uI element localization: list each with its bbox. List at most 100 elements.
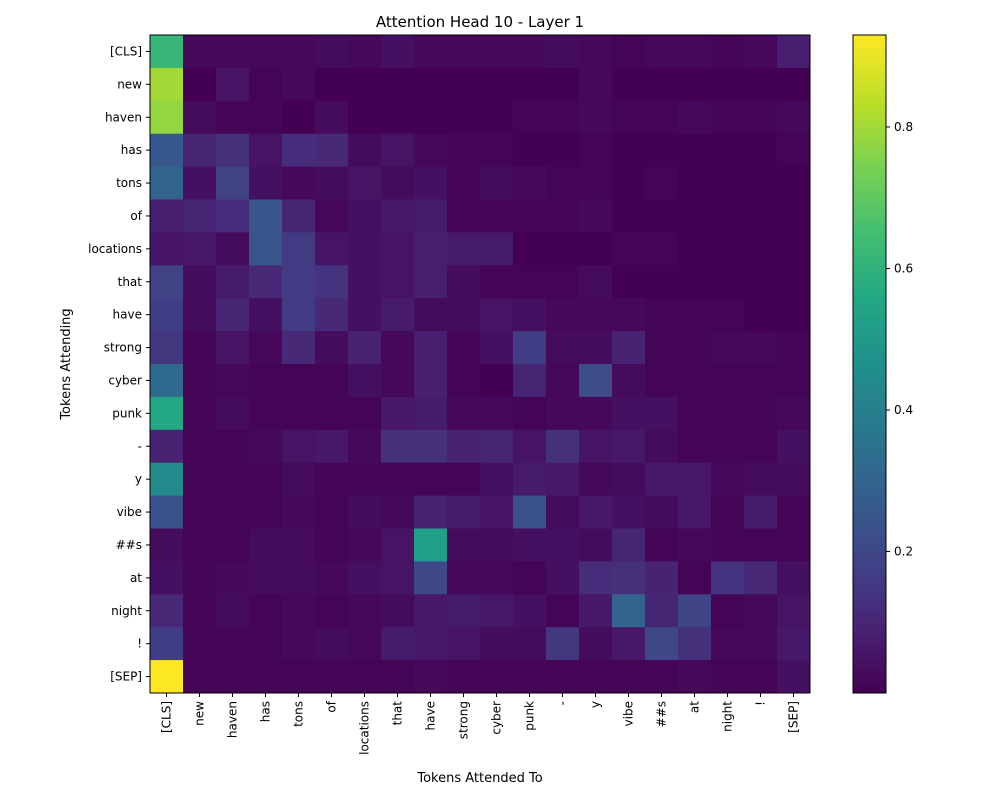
heatmap-cell <box>612 67 646 102</box>
heatmap-cell <box>249 561 283 595</box>
heatmap-cell <box>480 396 514 431</box>
heatmap-cell <box>414 298 448 332</box>
heatmap-cell <box>414 594 448 628</box>
heatmap-cell <box>513 265 547 299</box>
heatmap-cell <box>381 364 415 398</box>
heatmap-cell <box>315 364 349 398</box>
heatmap-cell <box>315 166 349 200</box>
heatmap-cell <box>183 67 217 102</box>
heatmap-cell <box>612 133 646 168</box>
heatmap-cell <box>249 67 283 102</box>
heatmap-cell <box>150 133 184 168</box>
heatmap-cell <box>744 528 778 562</box>
heatmap-cell <box>282 35 316 69</box>
heatmap-cell <box>711 331 745 365</box>
heatmap-cell <box>216 660 250 694</box>
heatmap-cell <box>513 429 547 464</box>
heatmap-cell <box>579 561 613 595</box>
heatmap-cell <box>249 133 283 168</box>
heatmap-cell <box>513 396 547 431</box>
heatmap-cell <box>612 298 646 332</box>
heatmap-cell <box>579 627 613 661</box>
heatmap-cell <box>381 660 415 694</box>
heatmap-cell <box>777 660 811 694</box>
heatmap-cell <box>546 396 580 431</box>
colorbar-tick-label: 0.4 <box>894 403 913 417</box>
x-tick-label: strong <box>457 701 471 739</box>
heatmap-cell <box>645 100 679 135</box>
plot-frame <box>149 34 811 694</box>
heatmap-cell <box>711 100 745 135</box>
heatmap-cell <box>150 331 184 365</box>
heatmap-cell <box>348 594 382 628</box>
heatmap-cell <box>612 495 646 529</box>
heatmap-cell <box>612 627 646 661</box>
heatmap-cell <box>579 429 613 464</box>
heatmap-cell <box>282 429 316 464</box>
heatmap-cell <box>513 364 547 398</box>
heatmap-cell <box>447 35 481 69</box>
heatmap-cell <box>711 660 745 694</box>
heatmap-cell <box>150 298 184 332</box>
heatmap-cell <box>282 298 316 332</box>
heatmap-cell <box>381 199 415 233</box>
heatmap-cell <box>777 396 811 431</box>
heatmap-cell <box>249 232 283 266</box>
heatmap-cell <box>612 660 646 694</box>
heatmap-cell <box>315 331 349 365</box>
heatmap-cell <box>645 232 679 266</box>
heatmap-cell <box>150 100 184 135</box>
heatmap-cell <box>216 528 250 562</box>
heatmap-cell <box>348 528 382 562</box>
heatmap-cell <box>183 528 217 562</box>
heatmap-cell <box>612 331 646 365</box>
heatmap-cell <box>216 133 250 168</box>
heatmap-cell <box>513 100 547 135</box>
heatmap-cell <box>282 166 316 200</box>
heatmap-cell <box>579 232 613 266</box>
x-tick-label: vibe <box>622 701 636 726</box>
heatmap-cell <box>150 429 184 464</box>
heatmap-cell <box>282 495 316 529</box>
heatmap-cell <box>348 561 382 595</box>
heatmap-cell <box>282 627 316 661</box>
heatmap-cell <box>744 166 778 200</box>
heatmap-cell <box>678 232 712 266</box>
heatmap-cell <box>678 429 712 464</box>
heatmap-cell <box>678 660 712 694</box>
heatmap-cell <box>414 528 448 562</box>
heatmap-cell <box>249 265 283 299</box>
heatmap-cell <box>678 462 712 497</box>
heatmap-cell <box>216 364 250 398</box>
heatmap-cell <box>447 429 481 464</box>
y-tick-label: ! <box>137 637 142 651</box>
heatmap-cell <box>513 627 547 661</box>
heatmap-cell <box>381 627 415 661</box>
heatmap-cell <box>216 265 250 299</box>
heatmap-cell <box>513 166 547 200</box>
heatmap-cell <box>744 35 778 69</box>
heatmap-cell <box>645 429 679 464</box>
heatmap-cell <box>447 561 481 595</box>
heatmap-cell <box>447 396 481 431</box>
heatmap-cell <box>249 594 283 628</box>
heatmap-cell <box>249 462 283 497</box>
heatmap-cell <box>711 495 745 529</box>
heatmap-cell <box>447 265 481 299</box>
heatmap-cell <box>414 331 448 365</box>
y-tick-label: haven <box>105 110 142 124</box>
heatmap-cell <box>249 429 283 464</box>
heatmap-cell <box>612 396 646 431</box>
heatmap-cell <box>777 594 811 628</box>
x-tick-label: - <box>556 701 570 705</box>
heatmap-cell <box>777 166 811 200</box>
heatmap-cell <box>711 627 745 661</box>
heatmap-cell <box>711 166 745 200</box>
heatmap-cell <box>414 133 448 168</box>
heatmap-cell <box>150 364 184 398</box>
heatmap-cell <box>447 495 481 529</box>
heatmap-cell <box>249 331 283 365</box>
heatmap-cell <box>216 495 250 529</box>
heatmap-cell <box>480 35 514 69</box>
heatmap-cell <box>216 232 250 266</box>
